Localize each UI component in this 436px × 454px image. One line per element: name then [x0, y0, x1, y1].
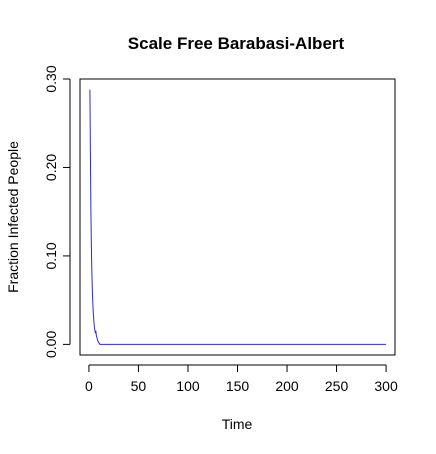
series-line — [89, 89, 387, 345]
y-tick-label: 0.00 — [43, 331, 59, 358]
x-axis-label: Time — [222, 416, 253, 432]
y-tick-label: 0.10 — [43, 242, 59, 269]
y-axis-label: Fraction Infected People — [5, 141, 21, 293]
x-tick-label: 300 — [374, 378, 398, 394]
y-tick-label: 0.30 — [43, 65, 59, 92]
y-tick-label: 0.20 — [43, 154, 59, 181]
chart-title: Scale Free Barabasi-Albert — [128, 34, 345, 53]
y-axis: 0.00 0.10 0.20 0.30 — [43, 65, 71, 358]
x-tick-label: 250 — [325, 378, 349, 394]
series-layer — [89, 89, 387, 345]
x-tick-label: 50 — [131, 378, 147, 394]
x-tick-label: 0 — [85, 378, 93, 394]
x-tick-label: 150 — [226, 378, 250, 394]
plot-area — [79, 78, 396, 356]
x-tick-label: 100 — [176, 378, 200, 394]
x-axis: 0 50 100 150 200 250 300 — [85, 364, 398, 394]
x-tick-label: 200 — [275, 378, 299, 394]
